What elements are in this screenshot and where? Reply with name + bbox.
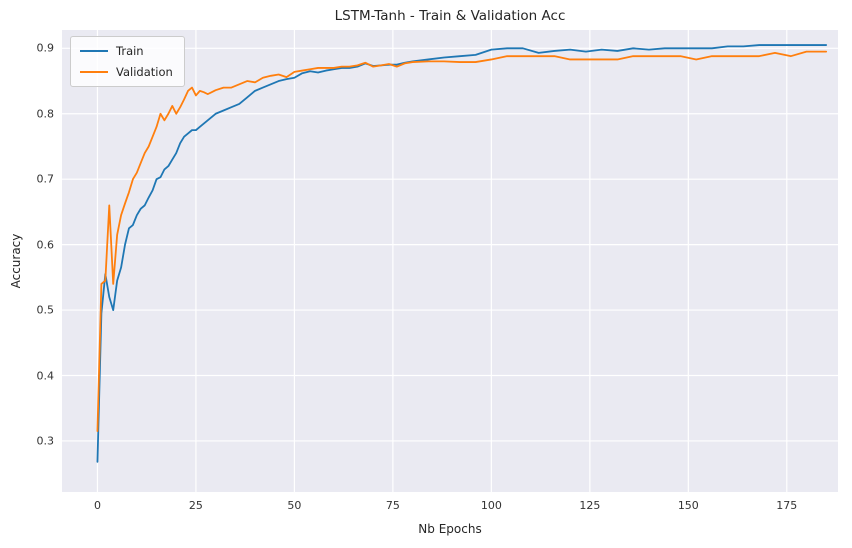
axes-background (62, 30, 838, 492)
legend: Train Validation (70, 36, 185, 87)
train-series-line (96, 44, 828, 463)
legend-entry-train: Train (80, 44, 173, 58)
validation-line-swatch (80, 71, 108, 73)
chart-title: LSTM-Tanh - Train & Validation Acc (334, 8, 566, 24)
y-axis-label: Accuracy (9, 233, 23, 289)
validation-series-line (96, 50, 828, 433)
legend-label-train: Train (116, 44, 144, 58)
x-axis-label: Nb Epochs (418, 522, 482, 536)
legend-label-validation: Validation (116, 65, 173, 79)
legend-entry-validation: Validation (80, 65, 173, 79)
train-line-swatch (80, 50, 108, 52)
